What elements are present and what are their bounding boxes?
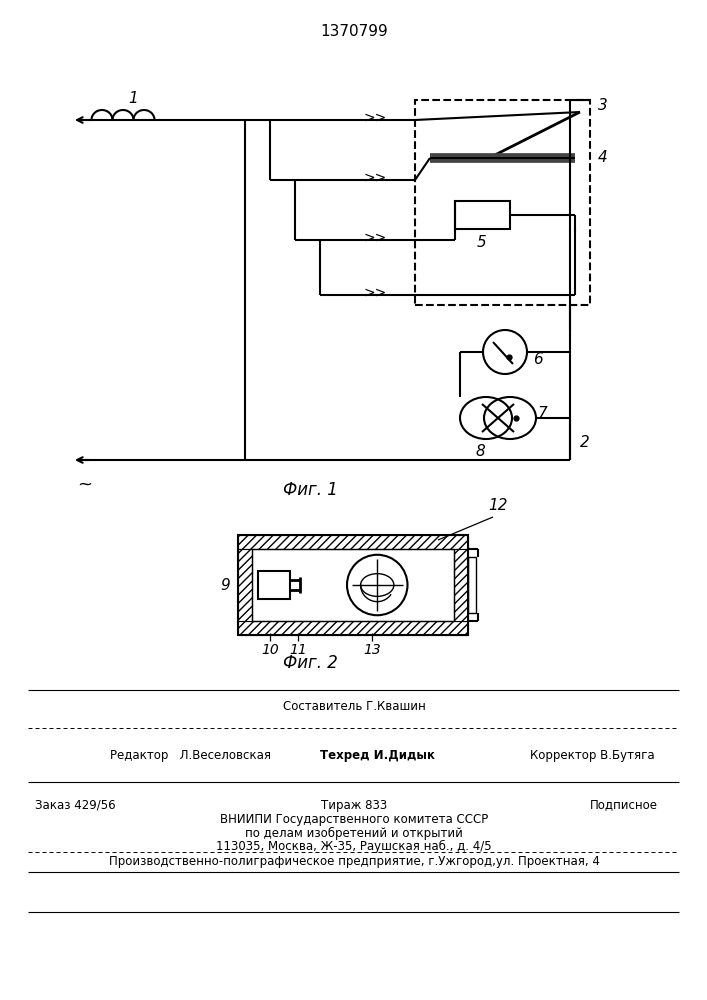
Text: 7: 7 [538,406,548,422]
Text: 4: 4 [598,150,608,165]
Text: >>: >> [363,171,387,185]
Text: по делам изобретений и открытий: по делам изобретений и открытий [245,826,463,840]
Text: >>: >> [363,111,387,125]
Text: Фиг. 1: Фиг. 1 [283,481,337,499]
Text: 2: 2 [580,435,590,450]
Text: Фиг. 2: Фиг. 2 [283,654,337,672]
Text: Корректор В.Бутяга: Корректор В.Бутяга [530,748,655,762]
Bar [258,571,290,599]
Text: Составитель Г.Квашин: Составитель Г.Квашин [283,700,426,712]
Text: 9: 9 [221,578,230,592]
Text: 6: 6 [533,353,543,367]
Text: 1: 1 [128,91,138,106]
Text: Тираж 833: Тираж 833 [321,798,387,812]
Bar [468,557,476,613]
Text: >>: >> [363,231,387,245]
Bar [252,549,454,621]
Text: Техред И.Дидык: Техред И.Дидык [320,748,435,762]
Text: Подписное: Подписное [590,798,658,812]
Bar [455,201,510,229]
Text: ~: ~ [78,476,93,494]
Text: 5: 5 [477,235,487,250]
Text: 13: 13 [363,643,381,657]
Text: 11: 11 [289,643,307,657]
Text: 1370799: 1370799 [320,24,388,39]
Text: ВНИИПИ Государственного комитета СССР: ВНИИПИ Государственного комитета СССР [220,814,488,826]
Text: Редактор   Л.Веселовская: Редактор Л.Веселовская [110,748,271,762]
Text: 3: 3 [598,98,608,112]
Text: >>: >> [363,286,387,300]
Bar [238,535,468,549]
Bar [454,549,468,621]
Bar [415,100,590,305]
Text: 8: 8 [475,444,485,459]
Bar [238,535,468,635]
Bar [238,621,468,635]
Text: 10: 10 [261,643,279,657]
Text: 12: 12 [489,498,508,513]
Text: 113035, Москва, Ж-35, Раушская наб., д. 4/5: 113035, Москва, Ж-35, Раушская наб., д. … [216,839,492,853]
Bar [238,549,252,621]
Text: Производственно-полиграфическое предприятие, г.Ужгород,ул. Проектная, 4: Производственно-полиграфическое предприя… [109,856,600,868]
Text: Заказ 429/56: Заказ 429/56 [35,798,116,812]
